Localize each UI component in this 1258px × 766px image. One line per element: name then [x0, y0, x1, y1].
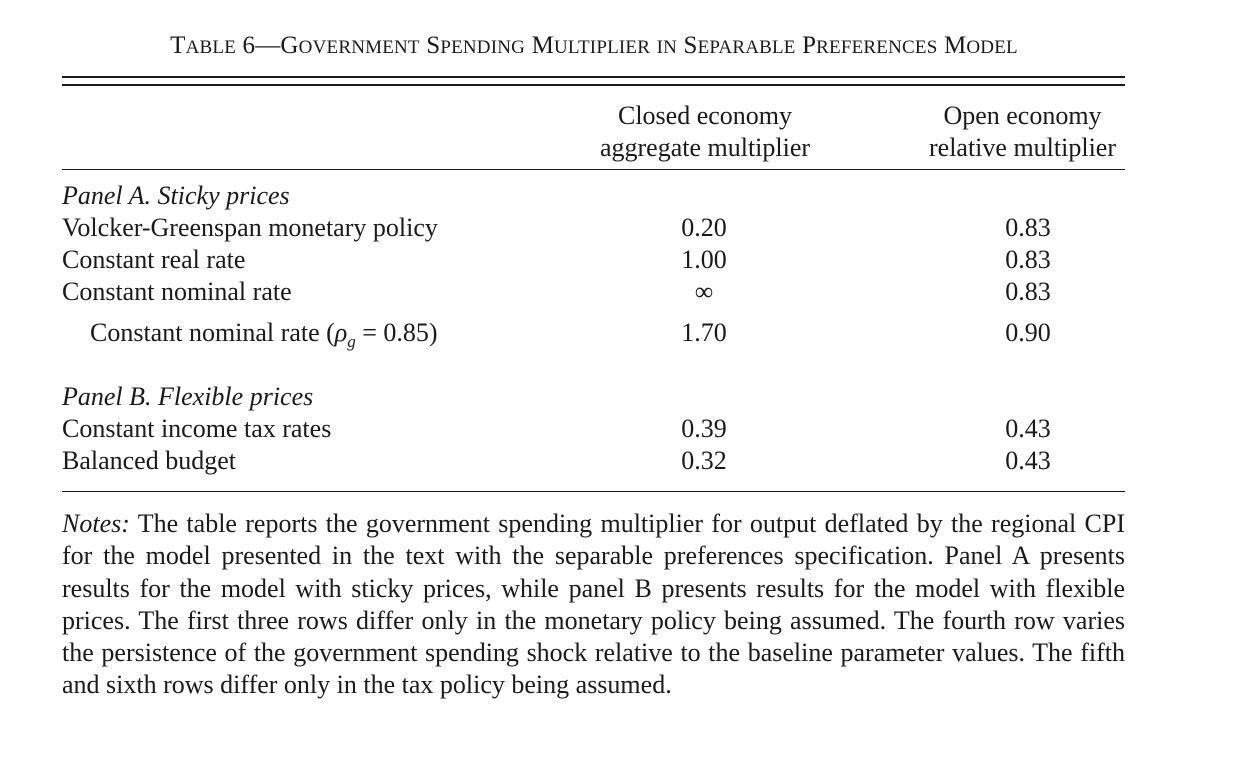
row-label-head: Constant nominal rate (: [90, 318, 335, 347]
table-title: TABLE 6—GOVERNMENT SPENDING MULTIPLIER I…: [0, 32, 1188, 60]
row-closed-value: 1.00: [681, 245, 727, 274]
row-closed-value: 0.20: [681, 213, 727, 242]
row-label-tail: = 0.85): [355, 318, 438, 347]
title-main: GOVERNMENT SPENDING MULTIPLIER IN SEPARA…: [280, 32, 1018, 59]
row-open-value: 0.83: [1005, 277, 1051, 306]
top-rule-1: [62, 76, 1125, 78]
title-dash: —: [255, 32, 281, 59]
panel-b-heading: Panel B. Flexible prices: [62, 382, 314, 411]
row-closed-value: 1.70: [681, 318, 727, 347]
table-notes: Notes: The table reports the government …: [62, 508, 1125, 702]
title-prefix: TABLE 6: [170, 32, 256, 59]
row-label: Volcker-Greenspan monetary policy: [62, 213, 438, 242]
row-open-value: 0.83: [1005, 245, 1051, 274]
row-open-value: 0.43: [1005, 446, 1051, 475]
row-closed-value: ∞: [694, 277, 714, 306]
column-header-open-line1: Open economy: [943, 101, 1102, 130]
row-label-rho: Constant nominal rate (ρg = 0.85): [90, 317, 438, 352]
row-open-value: 0.90: [1005, 318, 1051, 347]
row-open-value: 0.83: [1005, 213, 1051, 242]
column-header-open: Open economy relative multiplier: [895, 100, 1150, 164]
row-closed-value: 0.39: [681, 414, 727, 443]
rho-subscript: g: [347, 332, 356, 351]
notes-text: The table reports the government spendin…: [62, 509, 1125, 700]
header-rule: [62, 169, 1125, 171]
panel-a-heading: Panel A. Sticky prices: [62, 181, 290, 210]
bottom-rule: [62, 491, 1125, 493]
notes-label: Notes:: [62, 509, 130, 538]
row-label: Constant real rate: [62, 245, 246, 274]
row-label: Constant nominal rate: [62, 277, 292, 306]
column-header-open-line2: relative multiplier: [929, 133, 1116, 162]
top-rule-2: [62, 84, 1125, 86]
row-label: Balanced budget: [62, 446, 236, 475]
row-open-value: 0.43: [1005, 414, 1051, 443]
column-header-closed: Closed economy aggregate multiplier: [560, 100, 850, 164]
column-header-closed-line1: Closed economy: [617, 101, 793, 130]
row-label: Constant income tax rates: [62, 414, 332, 443]
column-header-closed-line2: aggregate multiplier: [599, 133, 811, 162]
row-closed-value: 0.32: [681, 446, 727, 475]
rho-symbol: ρ: [334, 318, 348, 347]
